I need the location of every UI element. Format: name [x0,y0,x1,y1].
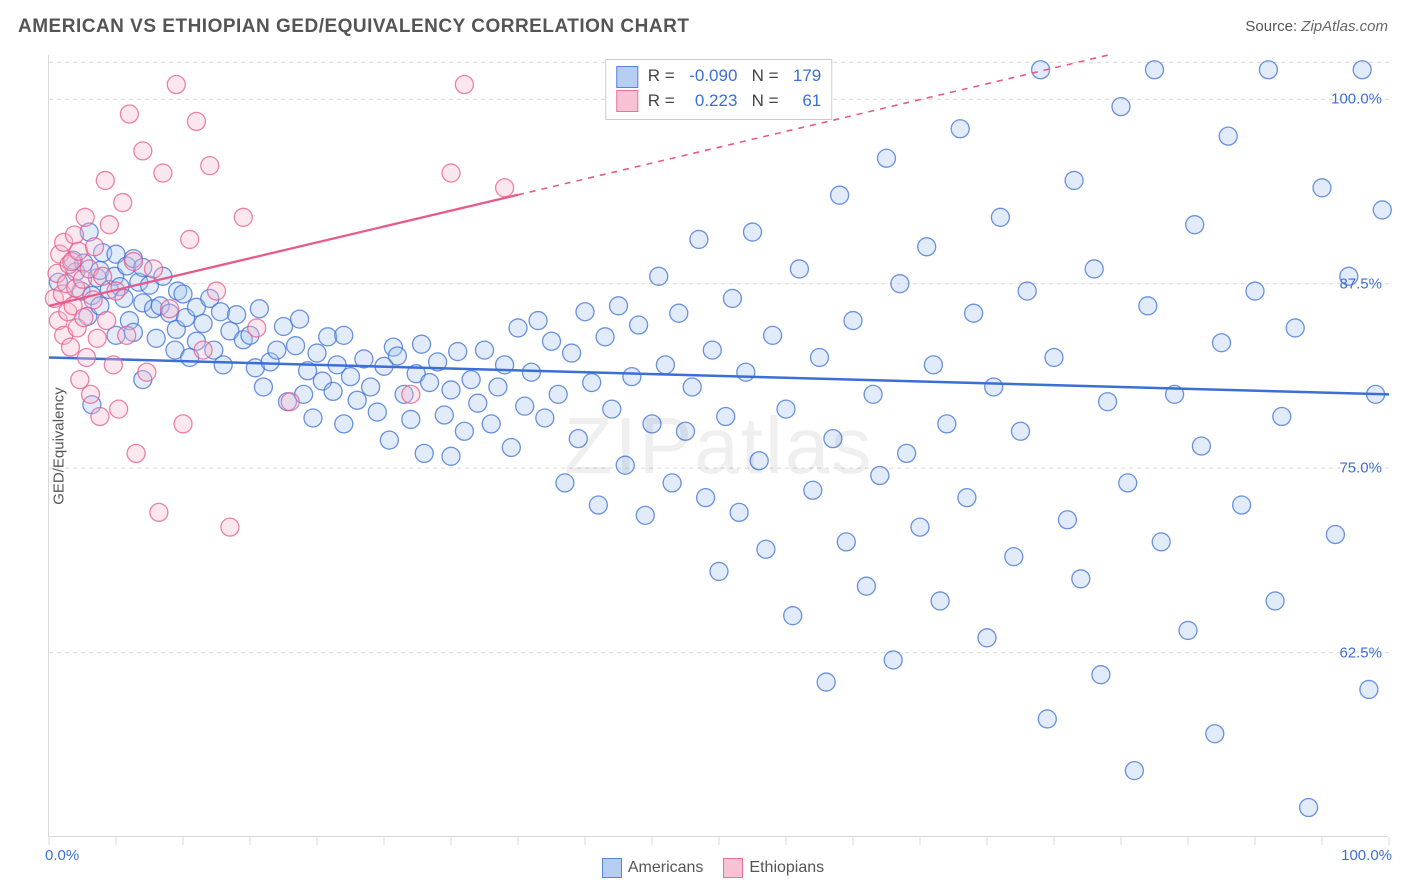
plot-area: ZIPatlas R = -0.090 N = 179R = 0.223 N =… [48,55,1388,837]
bottom-swatch-americans [602,858,622,878]
legend-r-label: R = [648,66,680,85]
legend-row-americans: R = -0.090 N = 179 [616,64,821,89]
plot-svg [49,55,1388,836]
legend-r-value-ethiopians: 0.223 [679,89,737,114]
chart-title: AMERICAN VS ETHIOPIAN GED/EQUIVALENCY CO… [18,16,689,38]
source-value: ZipAtlas.com [1301,18,1388,35]
legend-swatch-ethiopians [616,90,638,112]
y-tick-label: 75.0% [1339,460,1390,477]
legend-swatch-americans [616,66,638,88]
bottom-label-ethiopians: Ethiopians [749,859,824,876]
bottom-swatch-ethiopians [723,858,743,878]
legend-n-value-ethiopians: 61 [783,89,821,114]
legend-r-value-americans: -0.090 [679,64,737,89]
legend-n-value-americans: 179 [783,64,821,89]
legend-row-ethiopians: R = 0.223 N = 61 [616,89,821,114]
series-legend: Americans Ethiopians [0,858,1406,878]
y-tick-label: 87.5% [1339,275,1390,292]
source-attribution: Source: ZipAtlas.com [1245,18,1388,35]
source-label: Source: [1245,18,1297,35]
legend-r-label: R = [648,91,680,110]
legend-n-label: N = [737,66,783,85]
y-tick-label: 100.0% [1331,91,1390,108]
legend-n-label: N = [737,91,783,110]
bottom-label-americans: Americans [628,859,704,876]
correlation-legend: R = -0.090 N = 179R = 0.223 N = 61 [605,59,832,120]
y-tick-label: 62.5% [1339,644,1390,661]
